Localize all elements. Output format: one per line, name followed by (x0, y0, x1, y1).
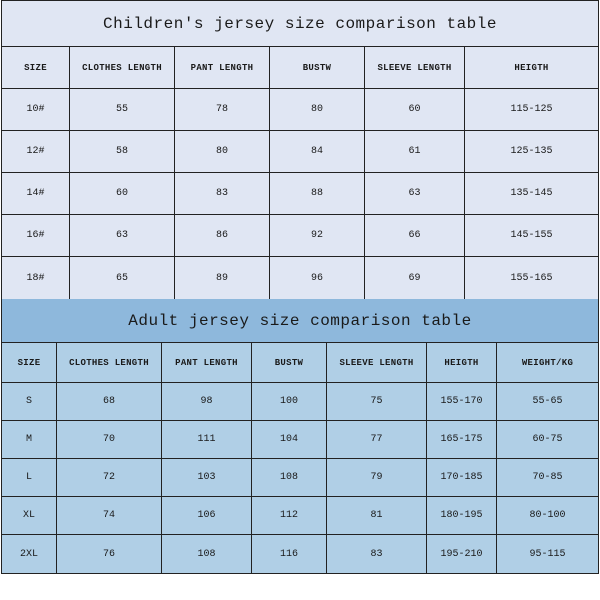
adult-col-pant-length: PANT LENGTH (162, 343, 252, 382)
table-row: L7210310879170-18570-85 (2, 459, 598, 497)
table-cell: 68 (57, 383, 162, 420)
table-cell: 155-165 (465, 257, 598, 299)
table-cell: 108 (162, 535, 252, 573)
children-col-bustw: BUSTW (270, 47, 365, 88)
table-cell: 72 (57, 459, 162, 496)
table-cell: 16# (2, 215, 70, 256)
adult-col-size: SIZE (2, 343, 57, 382)
table-row: S689810075155-17055-65 (2, 383, 598, 421)
table-cell: 80 (270, 89, 365, 130)
table-cell: 65 (70, 257, 175, 299)
table-cell: 79 (327, 459, 427, 496)
table-cell: 80-100 (497, 497, 598, 534)
table-cell: 88 (270, 173, 365, 214)
children-title-row: Children's jersey size comparison table (2, 1, 598, 47)
table-cell: 77 (327, 421, 427, 458)
adult-col-heigth: HEIGTH (427, 343, 497, 382)
table-cell: 106 (162, 497, 252, 534)
children-col-sleeve-length: SLEEVE LENGTH (365, 47, 465, 88)
children-col-heigth: HEIGTH (465, 47, 598, 88)
table-cell: M (2, 421, 57, 458)
table-cell: 115-125 (465, 89, 598, 130)
table-cell: 83 (327, 535, 427, 573)
table-row: 16#63869266145-155 (2, 215, 598, 257)
table-cell: 58 (70, 131, 175, 172)
table-row: 10#55788060115-125 (2, 89, 598, 131)
table-row: 14#60838863135-145 (2, 173, 598, 215)
adult-title: Adult jersey size comparison table (128, 312, 471, 330)
children-title: Children's jersey size comparison table (103, 15, 497, 33)
table-cell: 80 (175, 131, 270, 172)
adult-rows: S689810075155-17055-65M7011110477165-175… (2, 383, 598, 573)
table-cell: 84 (270, 131, 365, 172)
table-cell: 75 (327, 383, 427, 420)
table-cell: 195-210 (427, 535, 497, 573)
table-cell: 74 (57, 497, 162, 534)
table-cell: 170-185 (427, 459, 497, 496)
children-rows: 10#55788060115-12512#58808461125-13514#6… (2, 89, 598, 299)
table-cell: L (2, 459, 57, 496)
table-cell: 60 (70, 173, 175, 214)
table-cell: 76 (57, 535, 162, 573)
table-cell: 112 (252, 497, 327, 534)
table-cell: 61 (365, 131, 465, 172)
children-col-size: SIZE (2, 47, 70, 88)
table-cell: 63 (365, 173, 465, 214)
table-cell: 83 (175, 173, 270, 214)
adult-col-clothes-length: CLOTHES LENGTH (57, 343, 162, 382)
adult-header-row: SIZE CLOTHES LENGTH PANT LENGTH BUSTW SL… (2, 343, 598, 383)
table-cell: 98 (162, 383, 252, 420)
children-col-pant-length: PANT LENGTH (175, 47, 270, 88)
table-cell: 12# (2, 131, 70, 172)
table-cell: 55 (70, 89, 175, 130)
table-row: 18#65899669155-165 (2, 257, 598, 299)
table-cell: 89 (175, 257, 270, 299)
table-cell: 14# (2, 173, 70, 214)
table-cell: 92 (270, 215, 365, 256)
table-cell: 55-65 (497, 383, 598, 420)
table-cell: 66 (365, 215, 465, 256)
adult-col-sleeve-length: SLEEVE LENGTH (327, 343, 427, 382)
table-row: M7011110477165-17560-75 (2, 421, 598, 459)
table-cell: 135-145 (465, 173, 598, 214)
table-cell: 145-155 (465, 215, 598, 256)
table-cell: 125-135 (465, 131, 598, 172)
table-cell: 86 (175, 215, 270, 256)
table-cell: 70-85 (497, 459, 598, 496)
adult-col-bustw: BUSTW (252, 343, 327, 382)
table-cell: 81 (327, 497, 427, 534)
table-row: 2XL7610811683195-21095-115 (2, 535, 598, 573)
table-row: 12#58808461125-135 (2, 131, 598, 173)
table-cell: 155-170 (427, 383, 497, 420)
table-cell: 104 (252, 421, 327, 458)
table-cell: 96 (270, 257, 365, 299)
children-header-row: SIZE CLOTHES LENGTH PANT LENGTH BUSTW SL… (2, 47, 598, 89)
children-col-clothes-length: CLOTHES LENGTH (70, 47, 175, 88)
table-cell: 103 (162, 459, 252, 496)
table-cell: 18# (2, 257, 70, 299)
table-cell: 70 (57, 421, 162, 458)
table-cell: 60-75 (497, 421, 598, 458)
table-cell: 116 (252, 535, 327, 573)
size-tables-container: Children's jersey size comparison table … (1, 0, 599, 574)
table-cell: 95-115 (497, 535, 598, 573)
table-cell: 165-175 (427, 421, 497, 458)
table-cell: 100 (252, 383, 327, 420)
table-cell: 63 (70, 215, 175, 256)
table-row: XL7410611281180-19580-100 (2, 497, 598, 535)
adult-title-row: Adult jersey size comparison table (2, 299, 598, 343)
table-cell: 111 (162, 421, 252, 458)
table-cell: XL (2, 497, 57, 534)
table-cell: 10# (2, 89, 70, 130)
table-cell: 69 (365, 257, 465, 299)
table-cell: 180-195 (427, 497, 497, 534)
table-cell: S (2, 383, 57, 420)
table-cell: 2XL (2, 535, 57, 573)
table-cell: 60 (365, 89, 465, 130)
table-cell: 108 (252, 459, 327, 496)
adult-col-weight: WEIGHT/KG (497, 343, 598, 382)
table-cell: 78 (175, 89, 270, 130)
